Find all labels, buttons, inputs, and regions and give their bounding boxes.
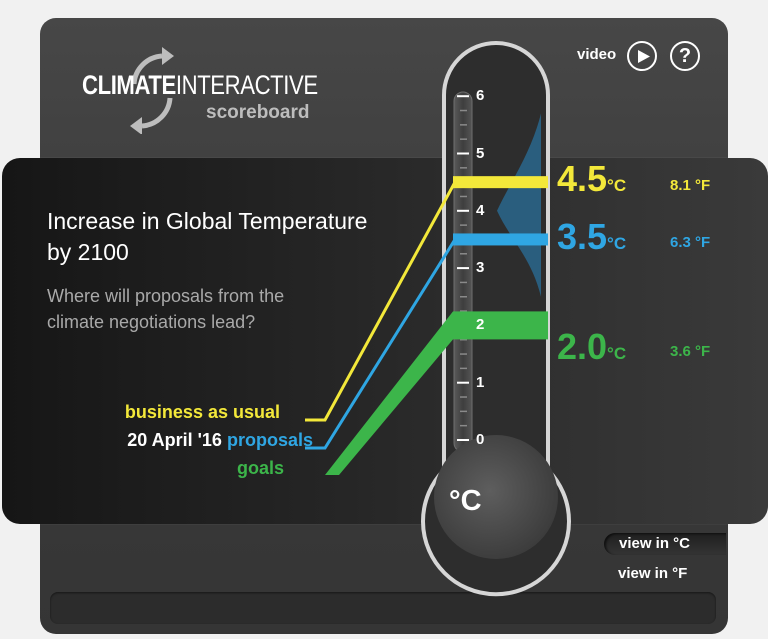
legend-business-as-usual[interactable]: business as usual [124, 402, 280, 422]
thermometer-tube [453, 91, 473, 453]
proposals-fahrenheit-value: 6.3 °F [670, 234, 711, 251]
legend-proposals[interactable]: 20 April '16 proposals [127, 430, 313, 451]
result-band-goals [453, 311, 548, 340]
logo-word-bold: CLIMATE [82, 70, 176, 100]
main-panel [2, 158, 768, 524]
logo-word-light: INTERACTIVE [175, 70, 318, 100]
view-celsius-button[interactable]: view in °C [604, 533, 726, 555]
scale-label-1: 1 [476, 373, 485, 391]
legend-proposals-label: proposals [226, 430, 313, 450]
bau-celsius-number: 4.5 [557, 158, 608, 199]
goals-celsius-number: 2.0 [557, 326, 608, 367]
help-button[interactable]: ? [670, 41, 700, 71]
connector-goals [305, 311, 453, 475]
bottom-bar [50, 592, 716, 624]
play-icon [638, 50, 650, 63]
goals-fahrenheit-value: 3.6 °F [670, 343, 711, 360]
goals-celsius-unit: °C [607, 344, 627, 363]
uncertainty-distribution [497, 113, 541, 297]
connector-proposals [305, 238, 457, 450]
play-button[interactable] [627, 41, 657, 71]
logo-subtitle: scoreboard [206, 102, 310, 123]
proposals-celsius-number: 3.5 [557, 216, 608, 257]
scale-label-4: 4 [476, 201, 485, 219]
view-fahrenheit-button[interactable]: view in °F [618, 565, 688, 582]
result-band-business-as-usual [453, 176, 548, 189]
scale-label-3: 3 [476, 259, 485, 277]
bau-fahrenheit-value: 8.1 °F [670, 177, 711, 194]
proposals-celsius-value: 3.5°C [557, 216, 626, 258]
connector-business-as-usual [305, 181, 457, 422]
logo-wordmark: CLIMATEINTERACTIVE [82, 70, 318, 101]
page-subtitle: Where will proposals from the climate ne… [47, 286, 285, 332]
scale-label-6: 6 [476, 87, 485, 105]
scale-label-0: 0 [476, 431, 485, 448]
result-connectors [305, 176, 548, 475]
thermometer-bulb [434, 435, 558, 559]
goals-celsius-value: 2.0°C [557, 326, 626, 368]
video-label[interactable]: video [577, 46, 617, 63]
scale-label-2: 2 [476, 316, 485, 334]
bau-celsius-unit: °C [607, 176, 627, 195]
cycle-arrows-icon [130, 47, 174, 134]
proposals-celsius-unit: °C [607, 234, 627, 253]
result-band-proposals [453, 233, 548, 246]
bulb-unit-label: °C [449, 485, 482, 517]
page-title: Increase in Global Temperature by 2100 [47, 208, 368, 265]
legend-proposals-date: 20 April '16 [127, 430, 222, 450]
scale-label-5: 5 [476, 144, 485, 162]
bau-celsius-value: 4.5°C [557, 158, 626, 200]
legend-goals[interactable]: goals [236, 458, 284, 478]
